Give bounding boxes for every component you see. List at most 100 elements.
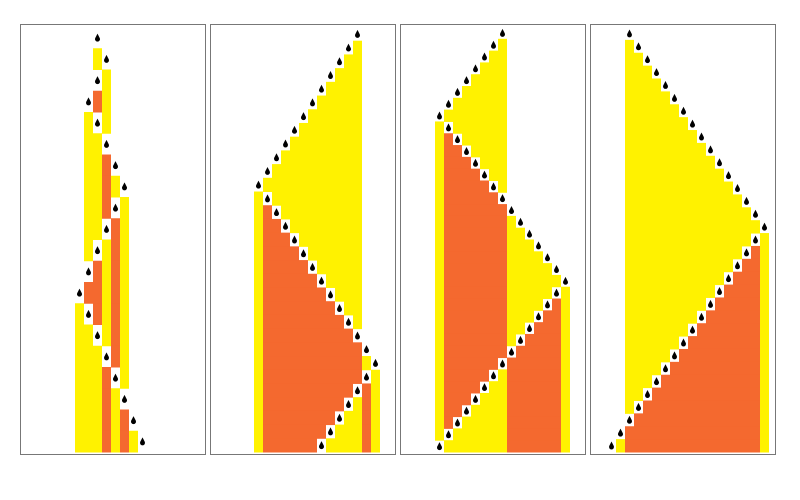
cell	[625, 220, 634, 234]
cell	[471, 121, 480, 134]
cell	[643, 91, 652, 105]
cell	[697, 233, 706, 247]
cell	[561, 345, 570, 359]
cell	[625, 207, 634, 221]
cell	[281, 383, 290, 398]
cell	[715, 348, 724, 363]
cell	[362, 438, 371, 453]
cell	[534, 333, 543, 347]
cell	[489, 357, 498, 370]
cell	[643, 439, 652, 453]
cell	[462, 133, 471, 146]
cell	[462, 156, 471, 170]
cell	[661, 387, 670, 401]
cell	[317, 164, 326, 179]
cell	[326, 136, 335, 151]
cell	[281, 273, 290, 288]
cell	[561, 404, 570, 418]
head-marker	[373, 358, 379, 367]
head-marker	[636, 402, 641, 411]
cell	[715, 439, 724, 453]
cell	[688, 233, 697, 247]
cell	[625, 194, 634, 208]
cell	[561, 369, 570, 382]
cell	[625, 258, 634, 273]
cell	[561, 322, 570, 335]
cell	[760, 348, 769, 363]
head-marker	[490, 371, 496, 380]
cell	[453, 369, 462, 382]
cell	[760, 284, 769, 298]
cell	[688, 258, 697, 273]
cell	[102, 175, 111, 198]
cell	[344, 287, 353, 302]
head-marker	[653, 377, 660, 386]
head-marker	[436, 442, 442, 451]
cell	[480, 227, 489, 240]
cell	[281, 438, 290, 453]
cell	[688, 400, 697, 414]
cell	[652, 297, 661, 311]
cell	[353, 397, 362, 412]
cell	[516, 322, 525, 335]
cell	[625, 91, 634, 105]
cell	[525, 428, 534, 441]
cell	[299, 218, 308, 234]
cell	[643, 207, 652, 221]
head-marker	[699, 312, 704, 321]
cell	[435, 381, 444, 394]
cell	[706, 348, 715, 363]
cell	[661, 181, 670, 195]
cell	[317, 218, 326, 234]
cell	[625, 130, 634, 144]
cell	[453, 357, 462, 370]
cell	[93, 48, 102, 70]
head-marker	[645, 390, 651, 399]
cell	[453, 121, 462, 134]
head-marker	[292, 235, 297, 244]
cell	[679, 361, 688, 376]
cell	[308, 287, 317, 302]
cell	[706, 400, 715, 414]
cell	[480, 192, 489, 205]
cell	[489, 133, 498, 146]
cell	[435, 133, 444, 146]
cell	[634, 361, 643, 376]
cell	[335, 232, 344, 247]
cell	[84, 218, 93, 240]
cell	[643, 361, 652, 376]
cell	[552, 345, 561, 359]
cell	[552, 428, 561, 441]
cell	[102, 154, 111, 177]
head-marker	[113, 203, 118, 212]
cell	[290, 356, 299, 371]
cell	[742, 323, 751, 337]
cell	[111, 218, 120, 240]
cell	[317, 191, 326, 206]
cell	[715, 207, 724, 221]
cell	[326, 342, 335, 357]
head-marker	[256, 180, 261, 189]
cell	[353, 260, 362, 275]
cell	[697, 155, 706, 170]
cell	[444, 227, 453, 240]
head-marker	[752, 209, 759, 218]
cell	[534, 322, 543, 335]
cell	[643, 271, 652, 286]
cell	[643, 374, 652, 389]
cell	[344, 136, 353, 151]
cell	[634, 297, 643, 311]
cell	[290, 383, 299, 398]
cell	[724, 400, 733, 414]
cell	[552, 392, 561, 406]
cell	[480, 392, 489, 406]
head-marker	[752, 235, 759, 244]
cell	[263, 410, 272, 426]
cell	[507, 416, 516, 429]
head-marker	[328, 70, 334, 79]
head-marker	[455, 87, 460, 96]
cell	[111, 388, 120, 410]
cell	[308, 314, 317, 330]
cell	[317, 410, 326, 426]
cell	[661, 310, 670, 324]
